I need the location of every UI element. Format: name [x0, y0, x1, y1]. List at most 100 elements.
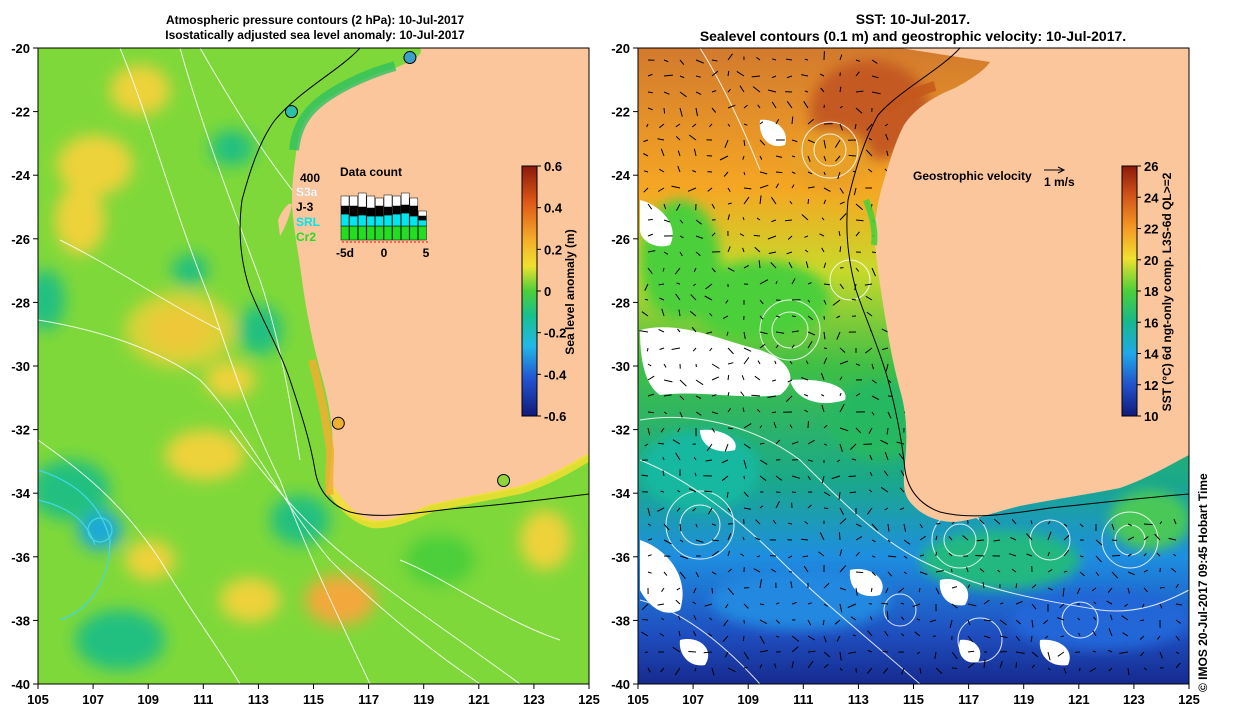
velocity-arrow	[751, 75, 761, 78]
velocity-arrow	[884, 631, 889, 637]
left-x-axis: 105 107 109 111 113 115 117 119 121 123 125	[27, 684, 600, 707]
x-tick-label: 105	[27, 692, 49, 707]
velocity-arrow	[822, 619, 825, 626]
velocity-arrow	[742, 407, 745, 413]
velocity-arrow	[951, 586, 958, 589]
colorbar-tick-label: 0.4	[544, 201, 563, 216]
velocity-arrow	[919, 571, 928, 575]
velocity-arrow	[803, 565, 809, 573]
velocity-arrow	[727, 347, 734, 355]
velocity-arrow	[743, 104, 748, 109]
velocity-arrow	[705, 459, 713, 462]
velocity-arrow	[1111, 523, 1115, 530]
velocity-arrow	[1108, 628, 1113, 637]
velocity-arrow	[839, 518, 847, 525]
count-bar-segment	[366, 195, 376, 209]
velocity-arrow	[807, 619, 812, 626]
velocity-arrow	[739, 233, 745, 237]
velocity-arrow	[823, 424, 828, 429]
velocity-arrow	[823, 582, 830, 589]
velocity-arrow	[899, 507, 905, 511]
velocity-arrow	[743, 423, 752, 429]
velocity-arrow	[727, 374, 730, 381]
velocity-arrow	[934, 651, 937, 659]
velocity-arrow	[887, 411, 892, 419]
velocity-arrow	[839, 347, 846, 353]
velocity-arrow	[855, 551, 860, 557]
velocity-arrow	[804, 90, 809, 93]
velocity-arrow	[1079, 571, 1085, 577]
velocity-arrow	[721, 475, 729, 482]
velocity-arrow	[639, 330, 649, 333]
velocity-arrow	[804, 394, 809, 397]
count-bar-segment	[392, 195, 401, 207]
velocity-arrow	[1159, 586, 1165, 589]
velocity-arrow	[807, 315, 814, 320]
velocity-arrow	[1122, 632, 1129, 637]
velocity-arrow	[772, 379, 777, 382]
velocity-arrow	[839, 667, 843, 671]
velocity-arrow	[887, 555, 897, 558]
velocity-arrow	[935, 523, 941, 525]
x-tick-label: 125	[1178, 692, 1200, 707]
velocity-arrow	[919, 554, 925, 557]
velocity-arrow	[820, 372, 825, 381]
velocity-arrow	[663, 379, 673, 383]
tide-gauge	[497, 473, 511, 487]
velocity-arrow	[693, 615, 697, 621]
velocity-arrow	[791, 441, 799, 445]
velocity-arrow	[727, 550, 730, 557]
x-tick-label: 109	[137, 692, 159, 707]
velocity-arrow	[848, 475, 857, 477]
velocity-arrow	[663, 251, 669, 255]
velocity-arrow	[658, 328, 665, 333]
velocity-arrow	[785, 395, 793, 402]
velocity-arrow	[743, 347, 752, 352]
velocity-arrow	[801, 377, 809, 381]
velocity-arrow	[693, 283, 697, 287]
velocity-arrow	[754, 246, 761, 253]
count-bar-segment	[340, 195, 350, 207]
velocity-arrow	[727, 362, 734, 365]
tide-gauge	[284, 105, 298, 119]
velocity-arrow	[1047, 551, 1050, 557]
velocity-arrow	[727, 267, 735, 272]
velocity-arrow	[1127, 536, 1135, 541]
velocity-arrow	[1063, 570, 1068, 573]
velocity-arrow	[676, 507, 681, 512]
velocity-arrow	[885, 363, 889, 372]
velocity-arrow	[663, 219, 670, 223]
velocity-key-label: Geostrophic velocity	[913, 169, 1032, 183]
velocity-arrow	[742, 155, 745, 160]
velocity-arrow	[739, 85, 745, 93]
velocity-arrow	[836, 459, 841, 463]
velocity-arrow	[727, 391, 730, 397]
velocity-arrow	[1047, 569, 1053, 573]
count-bar-segment	[409, 197, 419, 207]
velocity-arrow	[1143, 553, 1147, 557]
velocity-arrow	[663, 59, 669, 63]
velocity-arrow	[1062, 587, 1065, 597]
velocity-arrow	[1031, 651, 1039, 658]
velocity-arrow	[1047, 667, 1051, 671]
velocity-arrow	[807, 198, 810, 205]
velocity-arrow	[1127, 667, 1130, 676]
velocity-arrow	[786, 101, 793, 109]
velocity-arrow	[786, 251, 793, 255]
velocity-arrow	[791, 491, 796, 493]
velocity-arrow	[770, 196, 777, 205]
velocity-arrow	[773, 421, 777, 429]
velocity-arrow	[743, 357, 750, 365]
y-tick-label: -38	[11, 613, 30, 628]
velocity-arrow	[657, 507, 665, 512]
velocity-arrow	[727, 53, 733, 61]
velocity-arrow	[736, 70, 745, 77]
velocity-arrow	[704, 295, 713, 301]
colorbar-tick-label: 12	[1144, 378, 1158, 393]
tide-gauge	[403, 51, 417, 65]
count-bar-segment	[349, 215, 358, 227]
velocity-arrow	[694, 472, 697, 477]
x-tick-label: 109	[737, 692, 759, 707]
velocity-arrow	[807, 155, 811, 162]
